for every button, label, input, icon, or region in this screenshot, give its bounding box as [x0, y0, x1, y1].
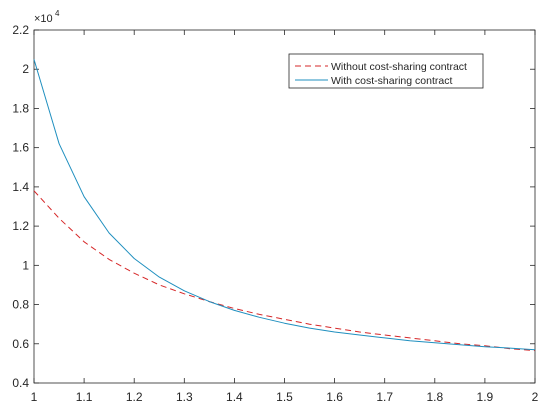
y-tick-label: 1: [22, 258, 29, 272]
y-tick-label: 0.6: [12, 337, 29, 351]
x-tick-label: 1.3: [176, 390, 193, 404]
y-tick-label: 0.8: [12, 298, 29, 312]
legend-label-with: With cost-sharing contract: [331, 75, 452, 87]
y-exponent-base: ×10: [34, 13, 53, 25]
x-tick-label: 1: [31, 390, 38, 404]
y-tick-label: 1.6: [12, 141, 29, 155]
legend: Without cost-sharing contract With cost-…: [288, 53, 484, 89]
x-tick-label: 1.6: [326, 390, 343, 404]
x-tick-label: 1.1: [76, 390, 93, 404]
x-tick-label: 1.2: [126, 390, 143, 404]
x-tick-label: 1.4: [226, 390, 243, 404]
legend-box: [288, 53, 484, 89]
y-tick-label: 1.2: [12, 219, 29, 233]
legend-label-without: Without cost-sharing contract: [331, 61, 467, 73]
plot-area: [33, 29, 536, 384]
x-tick-label: 1.8: [426, 390, 443, 404]
x-tick-label: 1.5: [276, 390, 293, 404]
y-tick-label: 2.2: [12, 23, 29, 37]
y-exponent-power: 4: [55, 9, 60, 18]
y-tick-label: 1.4: [12, 180, 29, 194]
series-layer: [33, 59, 536, 352]
x-tick-label: 1.9: [477, 390, 494, 404]
x-tick-label: 1.7: [376, 390, 393, 404]
series-line-without-cost-sharing: [33, 190, 536, 352]
series-line-with-cost-sharing: [33, 59, 536, 351]
y-tick-label: 0.4: [12, 376, 29, 390]
x-tick-label: 2: [532, 390, 539, 404]
y-tick-label: 2: [22, 62, 29, 76]
y-axis-ticks: 0.4 0.6 0.8 1 1.2 1.4 1.6 1.8 2 2.2: [12, 23, 535, 390]
y-tick-label: 1.8: [12, 101, 29, 115]
x-axis-ticks: 1 1.1 1.2 1.3 1.4 1.5 1.6 1.7 1.8 1.9 2: [31, 30, 539, 404]
